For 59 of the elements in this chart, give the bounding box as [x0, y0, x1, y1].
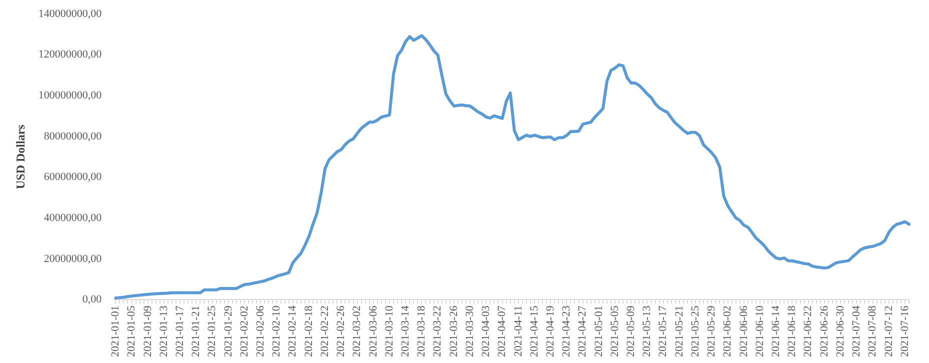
x-tick-label: 2021-05-09: [625, 305, 638, 357]
x-tick-label: 2021-05-01: [592, 306, 605, 357]
x-tick-label: 2021-01-21: [190, 306, 202, 357]
x-tick-label: 2021-03-18: [416, 305, 428, 357]
x-tick-label: 2021-07-12: [882, 306, 895, 357]
x-tick-label: 2021-06-14: [770, 305, 782, 357]
x-tick-label: 2021-03-10: [383, 305, 396, 357]
y-tick-label: 100000000,00: [38, 90, 102, 102]
x-tick-label: 2021-07-16: [898, 305, 911, 357]
x-tick-label: 2021-03-02: [351, 306, 364, 357]
x-tick-label: 2021-05-29: [706, 305, 718, 357]
x-tick-label: 2021-06-06: [738, 305, 750, 357]
y-tick-label: 140000000,00: [38, 8, 102, 20]
x-tick-label: 2021-06-22: [802, 306, 814, 357]
x-tick-label: 2021-03-14: [399, 305, 412, 357]
x-tick-label: 2021-02-10: [270, 305, 283, 357]
x-tick-label: 2021-06-10: [754, 305, 766, 357]
x-tick-label: 2021-02-26: [335, 305, 348, 357]
x-tick-label: 2021-03-22: [432, 306, 444, 357]
x-tick-label: 2021-02-14: [286, 305, 299, 357]
x-tick-label: 2021-04-03: [480, 305, 492, 357]
y-tick-label: 0,00: [82, 294, 102, 306]
x-tick-label: 2021-01-09: [142, 305, 154, 357]
x-tick-label: 2021-05-05: [608, 305, 621, 357]
y-tick-label: 20000000,00: [44, 252, 102, 265]
x-tick-label: 2021-04-11: [512, 306, 524, 357]
x-tick-label: 2021-04-27: [576, 305, 589, 357]
x-tick-label: 2021-04-19: [544, 305, 556, 357]
x-tick-label: 2021-05-21: [673, 306, 686, 357]
x-tick-label: 2021-05-17: [657, 305, 670, 357]
x-tick-label: 2021-02-18: [302, 305, 315, 357]
x-tick-label: 2021-01-01: [110, 306, 122, 357]
x-tick-label: 2021-02-02: [238, 306, 250, 357]
y-tick-label: 40000000,00: [44, 212, 102, 224]
x-tick-label: 2021-02-06: [254, 305, 267, 357]
x-tick-label: 2021-06-26: [818, 305, 830, 357]
x-tick-label: 2021-06-18: [786, 305, 798, 357]
x-tick-label: 2021-01-17: [174, 305, 186, 357]
x-tick-label: 2021-03-26: [448, 305, 460, 357]
y-axis-title: USD Dollars: [13, 124, 28, 190]
x-tick-label: 2021-04-07: [496, 305, 508, 357]
x-tick-label: 2021-07-08: [866, 305, 879, 357]
x-tick-label: 2021-03-30: [464, 305, 476, 357]
x-tick-label: 2021-07-04: [850, 305, 863, 357]
x-tick-label: 2021-06-30: [834, 305, 846, 357]
x-tick-label: 2021-01-05: [126, 305, 138, 357]
y-tick-label: 80000000,00: [44, 130, 102, 142]
y-tick-label: 60000000,00: [44, 171, 102, 184]
x-tick-label: 2021-05-25: [689, 305, 702, 357]
x-tick-label: 2021-01-29: [222, 305, 234, 357]
x-tick-label: 2021-01-13: [158, 305, 170, 357]
x-tick-label: 2021-01-25: [206, 305, 218, 357]
x-tick-label: 2021-03-06: [367, 305, 380, 357]
x-tick-label: 2021-06-02: [722, 306, 734, 357]
x-tick-label: 2021-05-13: [641, 305, 654, 357]
x-tick-label: 2021-04-23: [560, 305, 573, 357]
x-tick-label: 2021-02-22: [318, 306, 331, 357]
x-tick-label: 2021-04-15: [528, 305, 540, 357]
y-tick-label: 120000000,00: [38, 48, 102, 61]
